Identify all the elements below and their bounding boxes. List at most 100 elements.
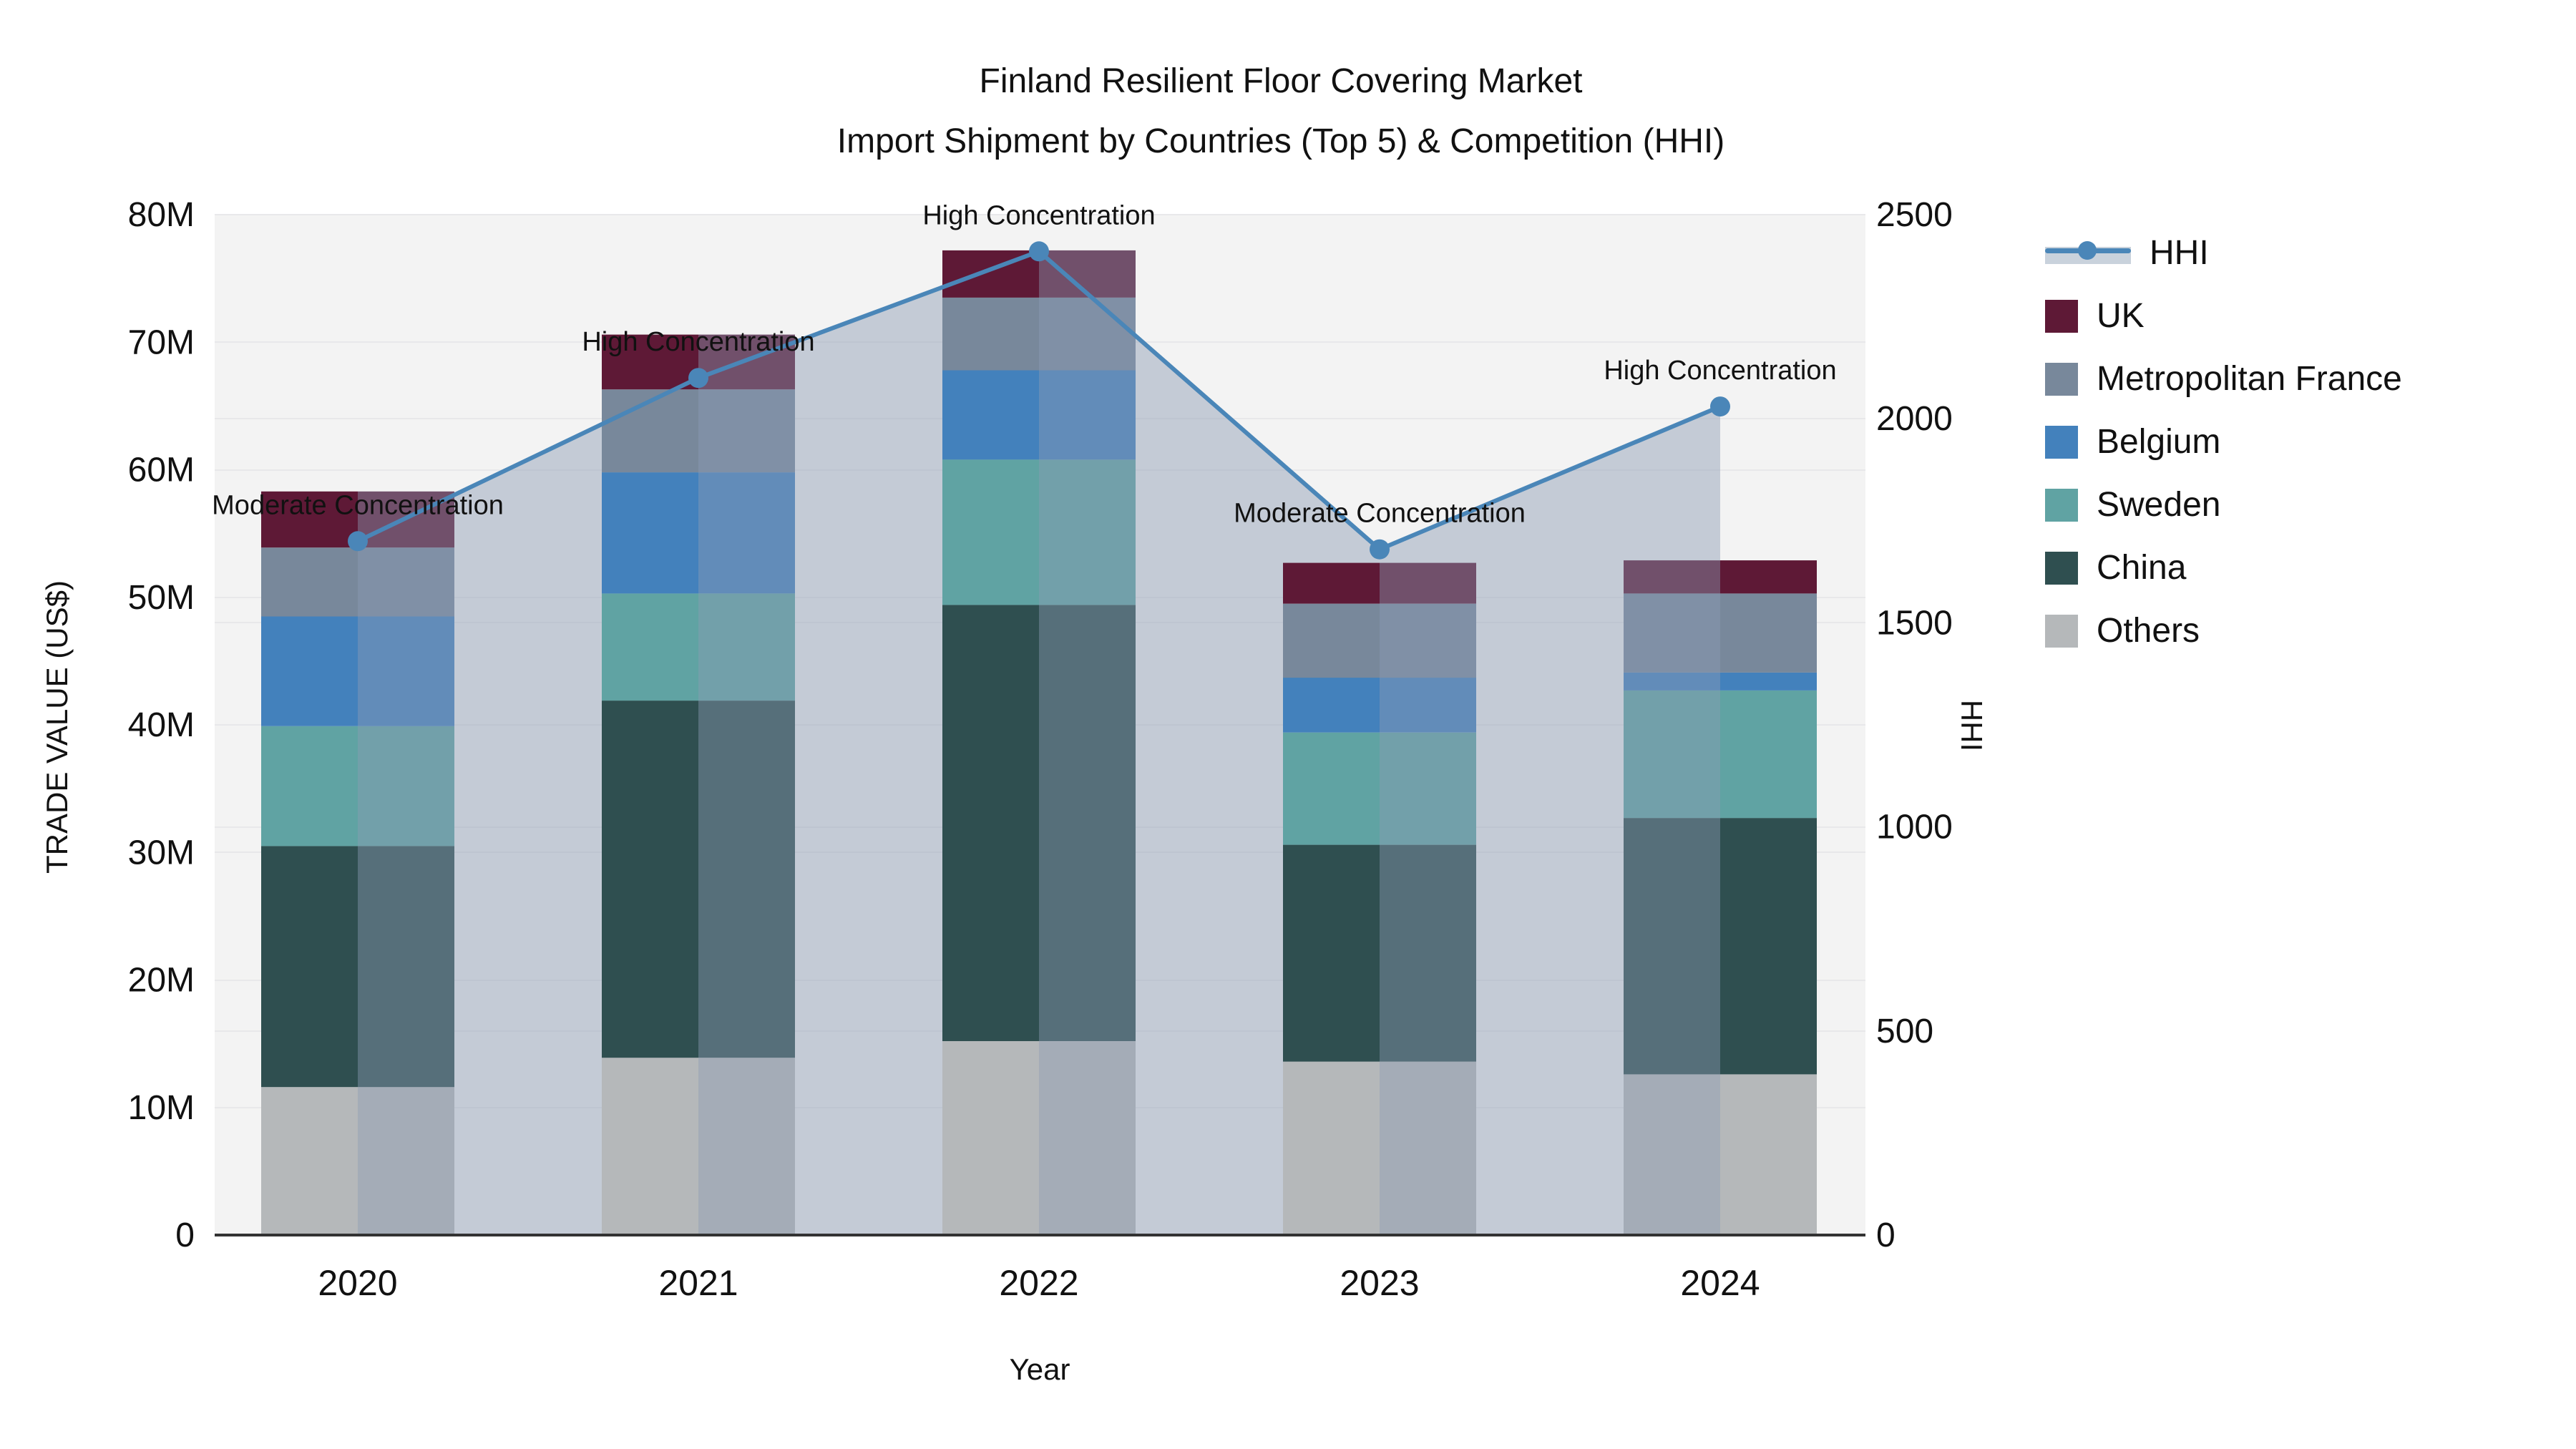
bar-segment-belgium-2020-shaded[interactable] — [358, 616, 454, 726]
y-right-tick-1500: 1500 — [1876, 604, 1953, 642]
bar-segment-sweden-2021[interactable] — [602, 593, 698, 701]
bar-segment-china-2021[interactable] — [602, 701, 698, 1058]
hhi-marker-2022[interactable] — [1029, 241, 1049, 262]
bar-segment-sweden-2020[interactable] — [261, 726, 358, 847]
bar-segment-belgium-2020[interactable] — [261, 616, 358, 726]
annotation-2020: Moderate Concentration — [212, 490, 504, 520]
bar-segment-uk-2024-shaded[interactable] — [1720, 560, 1817, 594]
y-right-axis-label: HHI — [1955, 699, 1989, 752]
bar-segment-uk-2021[interactable] — [602, 334, 698, 390]
legend-label: Metropolitan France — [2097, 360, 2402, 398]
bar-segment-china-2022-shaded[interactable] — [1039, 605, 1136, 1041]
bar-segment-belgium-2022-shaded[interactable] — [1039, 370, 1136, 460]
x-tick-2021: 2021 — [658, 1263, 738, 1303]
bar-segment-belgium-2024[interactable] — [1624, 672, 1720, 691]
y-left-tick-60M: 60M — [128, 452, 195, 489]
bar-segment-others-2022-shaded[interactable] — [1039, 1041, 1136, 1235]
y-left-tick-40M: 40M — [128, 706, 195, 744]
bar-segment-uk-2020[interactable] — [261, 491, 358, 548]
legend-swatch-icon — [2045, 299, 2078, 333]
bar-segment-china-2024[interactable] — [1624, 818, 1720, 1075]
bar-segment-others-2021[interactable] — [602, 1058, 698, 1235]
x-tick-2024: 2024 — [1680, 1263, 1760, 1303]
legend: HHI UK Metropolitan France Belgium Sweden Chi… — [2045, 233, 2402, 650]
legend-item-others[interactable]: Others — [2045, 611, 2402, 650]
hhi-marker-2023[interactable] — [1370, 539, 1390, 560]
bar-segment-others-2024[interactable] — [1624, 1074, 1720, 1235]
legend-swatch-icon — [2045, 488, 2078, 522]
bar-segment-belgium-2021[interactable] — [602, 472, 698, 594]
bar-segment-china-2021-shaded[interactable] — [698, 701, 795, 1058]
y-right-tick-1000: 1000 — [1876, 809, 1953, 847]
bar-segment-china-2020[interactable] — [261, 846, 358, 1088]
legend-label: China — [2097, 549, 2187, 587]
bar-segment-sweden-2024[interactable] — [1624, 690, 1720, 819]
bar-segment-uk-2024[interactable] — [1624, 560, 1720, 594]
bar-segment-china-2023-shaded[interactable] — [1380, 844, 1476, 1062]
bar-segment-metropolitan-france-2020[interactable] — [261, 547, 358, 617]
legend-item-hhi[interactable]: HHI — [2045, 233, 2402, 273]
bar-segment-belgium-2023-shaded[interactable] — [1380, 678, 1476, 733]
bar-segment-others-2021-shaded[interactable] — [698, 1058, 795, 1235]
bar-segment-uk-2023[interactable] — [1283, 562, 1380, 604]
bar-segment-belgium-2023[interactable] — [1283, 678, 1380, 733]
bar-segment-metropolitan-france-2024-shaded[interactable] — [1720, 593, 1817, 673]
bar-segment-sweden-2023[interactable] — [1283, 732, 1380, 845]
bar-segment-uk-2023-shaded[interactable] — [1380, 562, 1476, 604]
legend-label: Sweden — [2097, 486, 2221, 524]
x-tick-2022: 2022 — [999, 1263, 1078, 1303]
bar-segment-others-2020-shaded[interactable] — [358, 1087, 454, 1235]
bar-segment-belgium-2024-shaded[interactable] — [1720, 672, 1817, 691]
hhi-marker-2021[interactable] — [688, 368, 708, 389]
legend-item-china[interactable]: China — [2045, 548, 2402, 587]
bar-segment-metropolitan-france-2023[interactable] — [1283, 603, 1380, 678]
legend-item-belgium[interactable]: Belgium — [2045, 422, 2402, 462]
bar-segment-china-2020-shaded[interactable] — [358, 846, 454, 1088]
bar-segment-sweden-2022-shaded[interactable] — [1039, 459, 1136, 605]
y-left-tick-50M: 50M — [128, 579, 195, 617]
bar-segment-belgium-2022[interactable] — [942, 370, 1039, 460]
annotation-2023: Moderate Concentration — [1234, 499, 1526, 529]
bar-segment-sweden-2021-shaded[interactable] — [698, 593, 795, 701]
hhi-marker-2024[interactable] — [1710, 396, 1730, 417]
y-right-tick-0: 0 — [1876, 1216, 1896, 1254]
bar-segment-metropolitan-france-2021-shaded[interactable] — [698, 389, 795, 473]
bar-segment-china-2024-shaded[interactable] — [1720, 818, 1817, 1075]
bar-segment-metropolitan-france-2023-shaded[interactable] — [1380, 603, 1476, 678]
bar-segment-others-2020[interactable] — [261, 1087, 358, 1235]
bar-segment-metropolitan-france-2022-shaded[interactable] — [1039, 297, 1136, 371]
bar-segment-metropolitan-france-2022[interactable] — [942, 297, 1039, 371]
y-left-tick-30M: 30M — [128, 834, 195, 872]
y-left-tick-10M: 10M — [128, 1089, 195, 1127]
legend-label: Others — [2097, 612, 2200, 650]
bar-segment-metropolitan-france-2020-shaded[interactable] — [358, 547, 454, 617]
bar-segment-china-2022[interactable] — [942, 605, 1039, 1041]
bar-segment-metropolitan-france-2024[interactable] — [1624, 593, 1720, 673]
annotation-2021: High Concentration — [582, 327, 814, 357]
bar-segment-china-2023[interactable] — [1283, 844, 1380, 1062]
bar-segment-others-2023[interactable] — [1283, 1061, 1380, 1235]
bar-segment-others-2023-shaded[interactable] — [1380, 1061, 1476, 1235]
bar-segment-sweden-2024-shaded[interactable] — [1720, 690, 1817, 819]
bar-segment-others-2022[interactable] — [942, 1041, 1039, 1235]
bar-segment-others-2024-shaded[interactable] — [1720, 1074, 1817, 1235]
y-left-tick-80M: 80M — [128, 196, 195, 234]
y-right-tick-2500: 2500 — [1876, 196, 1953, 234]
legend-item-sweden[interactable]: Sweden — [2045, 485, 2402, 525]
legend-item-metropolitan-france[interactable]: Metropolitan France — [2045, 359, 2402, 399]
y-left-tick-70M: 70M — [128, 323, 195, 361]
bar-segment-sweden-2022[interactable] — [942, 459, 1039, 605]
bar-segment-uk-2022-shaded[interactable] — [1039, 250, 1136, 298]
hhi-marker-2020[interactable] — [348, 531, 368, 552]
x-tick-2020: 2020 — [318, 1263, 397, 1303]
y-left-tick-20M: 20M — [128, 962, 195, 1000]
x-tick-2023: 2023 — [1340, 1263, 1419, 1303]
bar-segment-sweden-2023-shaded[interactable] — [1380, 732, 1476, 845]
x-axis-label: Year — [1009, 1352, 1070, 1386]
y-left-tick-0: 0 — [175, 1216, 195, 1254]
bar-segment-belgium-2021-shaded[interactable] — [698, 472, 795, 594]
legend-label: Belgium — [2097, 423, 2221, 461]
y-right-tick-500: 500 — [1876, 1013, 1933, 1050]
bar-segment-sweden-2020-shaded[interactable] — [358, 726, 454, 847]
legend-item-uk[interactable]: UK — [2045, 296, 2402, 336]
